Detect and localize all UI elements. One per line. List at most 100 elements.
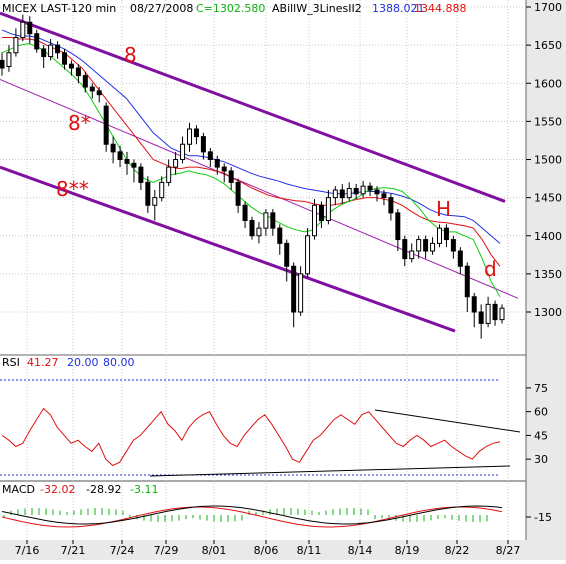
macd-signal-line — [1, 506, 503, 528]
candle-body — [117, 151, 123, 160]
candle-body — [346, 187, 352, 199]
header-v2: 1344.888 — [414, 2, 467, 15]
rsi-panel: 30 45 60 75 — [0, 379, 548, 477]
candle-body — [103, 105, 109, 145]
rsi-trendline-lower — [149, 465, 511, 477]
header-indicator: ABillW_3LinesII2 — [272, 2, 362, 15]
price-tick-label: 1500 — [534, 154, 562, 167]
macd-line — [1, 505, 503, 525]
candle-body — [110, 143, 116, 153]
candle-body — [62, 52, 67, 65]
annotation-8-star: 8* — [68, 111, 91, 135]
rsi-tick-label: 45 — [534, 429, 548, 442]
rsi-tick-label: 75 — [534, 382, 548, 395]
candle-body — [478, 311, 484, 324]
candles — [0, 14, 505, 339]
macd-v3: -3.11 — [130, 483, 158, 496]
channel-line — [0, 165, 456, 333]
date-tick-label: 8/11 — [297, 544, 322, 557]
candle-body — [367, 185, 373, 191]
rsi-level2: 80.00 — [103, 356, 135, 369]
candle-body — [249, 220, 255, 237]
date-tick-label: 8/14 — [348, 544, 373, 557]
rsi-panel-bg — [0, 355, 526, 480]
candle-body — [6, 52, 12, 67]
price-tick-label: 1450 — [534, 192, 562, 205]
candle-body — [443, 227, 449, 241]
candle-body — [48, 44, 54, 58]
candle-body — [55, 44, 61, 54]
price-tick-label: 1400 — [534, 230, 562, 243]
date-tick-label: 8/06 — [254, 544, 279, 557]
candle-body — [298, 273, 304, 313]
rsi-value: 41.27 — [27, 356, 59, 369]
candle-body — [416, 239, 422, 252]
candle-body — [173, 159, 179, 168]
candle-body — [228, 170, 234, 183]
candle-body — [492, 303, 498, 321]
date-tick-label: 7/16 — [15, 544, 40, 557]
candle-body — [131, 162, 137, 168]
candle-body — [193, 128, 199, 138]
candle-body — [187, 128, 192, 145]
candle-body — [20, 21, 26, 38]
date-tick-label: 7/29 — [154, 544, 179, 557]
rsi-line — [1, 407, 501, 467]
header-close: C=1302.580 — [196, 2, 265, 15]
candle-body — [166, 166, 172, 183]
annotation-8: 8 — [124, 43, 137, 67]
macd-v2: -28.92 — [86, 483, 121, 496]
candle-body — [27, 21, 33, 35]
header-v1: 1388.021 — [372, 2, 425, 15]
candle-body — [402, 239, 408, 260]
macd-tick-label: -15 — [534, 511, 552, 524]
annotation-d: d — [484, 257, 497, 281]
candle-body — [256, 227, 262, 237]
price-tick-label: 1550 — [534, 115, 562, 128]
candle-body — [339, 189, 345, 199]
candle-body — [138, 166, 144, 183]
candle-body — [325, 197, 331, 221]
date-tick-label: 8/01 — [202, 544, 227, 557]
candle-body — [437, 227, 442, 244]
date-tick-label: 8/19 — [395, 544, 420, 557]
candle-body — [68, 63, 74, 69]
channel-lines — [0, 11, 519, 333]
candle-body — [0, 59, 5, 69]
candle-body — [82, 75, 88, 88]
candle-body — [284, 242, 290, 267]
candle-body — [96, 90, 102, 96]
candle-body — [270, 212, 276, 229]
candle-body — [221, 166, 227, 172]
candle-body — [423, 239, 429, 252]
candle-body — [291, 265, 297, 313]
candle-body — [312, 204, 317, 237]
candle-body — [430, 242, 436, 252]
candle-body — [409, 250, 415, 260]
ma-series-line — [2, 37, 501, 267]
candle-body — [499, 307, 505, 321]
rsi-label: RSI — [2, 356, 20, 369]
candle-body — [34, 33, 40, 50]
candle-body — [464, 265, 470, 298]
candle-body — [457, 250, 463, 267]
candle-body — [318, 204, 324, 221]
candle-body — [235, 181, 241, 206]
channel-line — [0, 11, 506, 203]
date-tick-label: 7/24 — [110, 544, 135, 557]
candle-body — [388, 197, 394, 214]
annotation-H: H — [436, 197, 451, 221]
price-tick-label: 1600 — [534, 77, 562, 90]
date-tick-label: 8/22 — [445, 544, 470, 557]
candle-body — [13, 37, 19, 54]
price-tick-label: 1350 — [534, 268, 562, 281]
ma-series-line — [1, 29, 501, 244]
candle-body — [374, 189, 380, 195]
candle-body — [332, 189, 338, 199]
candle-body — [89, 86, 95, 92]
candle-body — [353, 187, 359, 195]
annotation-8-double-star: 8** — [56, 177, 89, 201]
candle-body — [381, 193, 387, 199]
candle-body — [485, 303, 491, 324]
candle-body — [395, 212, 401, 241]
